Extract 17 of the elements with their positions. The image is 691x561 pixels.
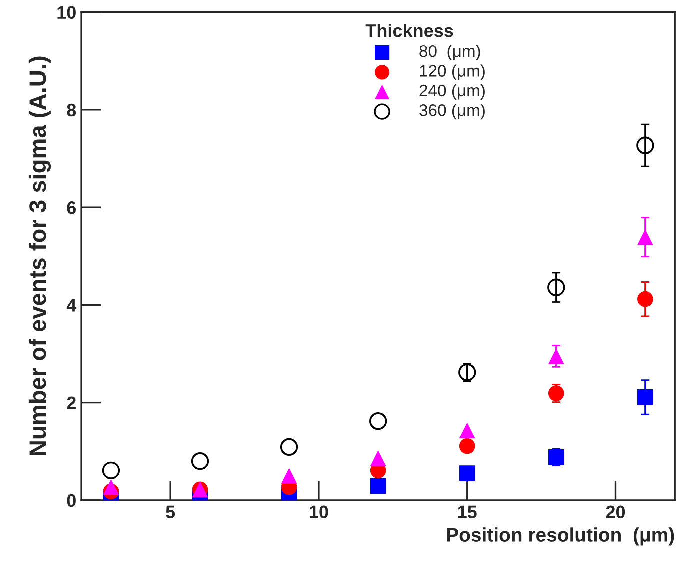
x-tick-label: 5 <box>166 506 176 519</box>
y-tick-label: 2 <box>67 396 76 410</box>
x-tick-label: 10 <box>310 506 328 519</box>
x-tick-label: 15 <box>458 506 477 519</box>
y-tick-label: 6 <box>67 202 76 214</box>
y-tick-label: 10 <box>58 6 76 20</box>
y-axis-title: Number of events for 3 sigma (A.U.) <box>28 56 52 456</box>
y-tick-label: 0 <box>67 494 76 508</box>
legend-label: 80 (μm) <box>420 45 480 61</box>
x-axis-title: Position resolution (μm) <box>447 528 674 546</box>
x-tick-label: 20 <box>606 506 626 519</box>
legend-label: 240 (μm) <box>420 84 485 100</box>
legend-title: Thickness <box>366 24 454 38</box>
y-tick-label: 4 <box>66 299 77 312</box>
y-tick-label: 8 <box>67 104 76 117</box>
legend-label: 120 (μm) <box>420 64 485 80</box>
legend-label: 360 (μm) <box>420 104 485 120</box>
